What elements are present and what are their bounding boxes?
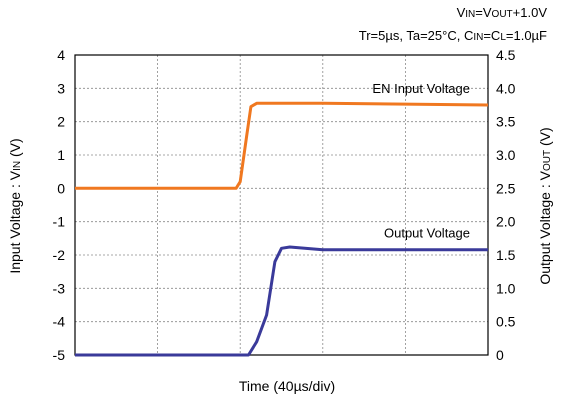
right-tick-label: 0.5 [496,314,516,330]
condition-line-2: Tr=5µs, Ta=25°C, CIN=CL=1.0µF [359,28,547,43]
right-tick-label: 1.5 [496,247,516,263]
left-tick-label: 4 [57,47,65,63]
right-axis-ticks: 4.5 4.0 3.5 3.0 2.5 2.0 1.5 1.0 0.5 0 [496,47,516,363]
left-tick-label: -4 [53,314,66,330]
en-input-voltage-label: EN Input Voltage [372,81,470,96]
left-tick-label: 1 [57,147,65,163]
series-layer [75,101,489,357]
left-axis-label: Input Voltage : VIN (V) [7,138,23,273]
left-tick-label: -3 [53,280,66,296]
left-tick-label: 3 [57,80,65,96]
right-tick-label: 1.0 [496,280,516,296]
plot-frame [74,54,489,356]
right-tick-label: 3.0 [496,147,516,163]
en-input-voltage-line [75,101,489,190]
left-tick-label: 0 [57,180,65,196]
right-tick-label: 2.0 [496,214,516,230]
right-tick-label: 0 [496,347,504,363]
x-axis-label: Time (40µs/div) [239,378,335,394]
output-voltage-line [75,245,488,357]
left-tick-label: -2 [53,247,66,263]
right-axis-label: Output Voltage : VOUT (V) [537,127,553,284]
right-tick-label: 3.5 [496,114,516,130]
right-tick-label: 2.5 [496,180,516,196]
left-tick-label: -1 [53,214,66,230]
left-tick-label: -5 [53,347,66,363]
left-axis-ticks: 4 3 2 1 0 -1 -2 -3 -4 -5 [53,47,66,363]
right-tick-label: 4.0 [496,80,516,96]
condition-line-1: VIN=VOUT+1.0V [457,5,548,20]
right-tick-label: 4.5 [496,47,516,63]
conditions: VIN=VOUT+1.0V Tr=5µs, Ta=25°C, CIN=CL=1.… [359,5,548,43]
grid [75,55,488,355]
output-voltage-label: Output Voltage [384,226,470,241]
left-tick-label: 2 [57,114,65,130]
series-labels: EN Input Voltage Output Voltage [372,81,470,241]
